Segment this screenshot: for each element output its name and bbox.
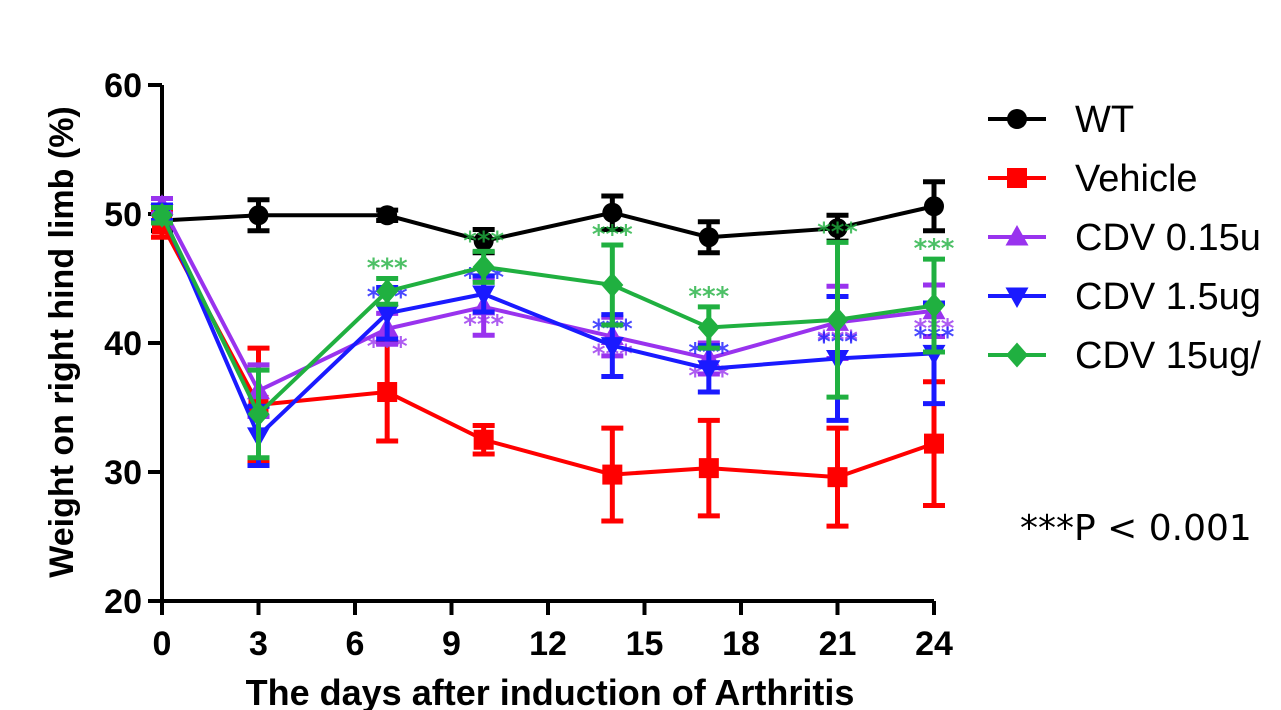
legend-item: WT — [988, 99, 1134, 141]
data-point — [1005, 225, 1029, 246]
significance-label: *** — [688, 282, 729, 312]
legend-item: CDV 0.15u — [988, 217, 1261, 259]
data-point — [924, 433, 944, 454]
data-point — [248, 205, 269, 226]
significance-label: *** — [914, 234, 955, 264]
data-point — [377, 205, 398, 226]
series-cdv-15ug-: *** *** *** *** *** *** — [151, 202, 955, 461]
data-point — [697, 315, 720, 341]
data-point — [602, 464, 623, 485]
x-tick-label: 0 — [153, 625, 172, 663]
data-point — [827, 218, 848, 239]
legend-item: Vehicle — [988, 158, 1198, 200]
data-point — [601, 272, 624, 298]
x-tick-label: 9 — [442, 625, 461, 663]
series-wt — [151, 179, 945, 256]
x-tick-label: 21 — [819, 625, 857, 663]
series-vehicle — [151, 208, 945, 529]
y-tick-label: 60 — [104, 67, 142, 105]
legend-label: CDV 0.15u — [1075, 217, 1261, 259]
data-point — [827, 467, 848, 488]
data-point — [473, 429, 494, 450]
legend-label: Vehicle — [1075, 158, 1198, 200]
y-tick-label: 20 — [104, 583, 142, 621]
data-point — [473, 231, 494, 252]
data-point — [826, 307, 849, 333]
data-point — [600, 337, 624, 358]
significance-label: *** — [367, 254, 408, 284]
data-point — [472, 254, 495, 280]
y-tick-label: 50 — [104, 196, 142, 234]
y-tick-label: 30 — [104, 454, 142, 492]
data-point — [602, 202, 623, 223]
significance-label: *** — [817, 217, 858, 247]
significance-note: ***P < 0.001 — [1020, 508, 1252, 549]
data-point — [1005, 287, 1029, 308]
data-point — [151, 202, 173, 228]
series-line — [161, 204, 935, 244]
legend-item: CDV 1.5ug — [988, 276, 1261, 318]
x-axis-label: The days after induction of Arthritis — [246, 672, 855, 710]
legend-label: WT — [1075, 99, 1134, 141]
series-line — [160, 223, 935, 480]
significance-label: *** — [463, 226, 504, 256]
legend: WT Vehicle CDV 0.15u CDV 1.5ug CDV 15ug/ — [988, 99, 1261, 377]
axes: 20 30 40 50 60 0 3 6 9 12 15 18 21 24 — [104, 67, 953, 663]
data-point — [924, 196, 944, 217]
legend-label: CDV 1.5ug — [1075, 276, 1261, 318]
x-tick-label: 3 — [249, 625, 268, 663]
data-point — [247, 401, 270, 427]
y-tick-label: 40 — [104, 325, 142, 363]
data-point — [377, 382, 398, 403]
x-tick-label: 6 — [346, 625, 365, 663]
series-layer: ****************************************… — [150, 179, 955, 529]
legend-label: CDV 15ug/ — [1075, 335, 1261, 377]
data-point — [698, 458, 719, 479]
significance-label: *** — [592, 220, 633, 250]
x-tick-label: 15 — [626, 625, 664, 663]
data-point — [697, 360, 721, 381]
y-axis-label: Weight on right hind limb (%) — [43, 106, 81, 578]
x-tick-label: 12 — [529, 625, 567, 663]
data-point — [1007, 168, 1027, 188]
data-point — [698, 227, 719, 248]
data-point — [1007, 109, 1027, 129]
x-tick-label: 24 — [915, 625, 953, 663]
data-point — [375, 304, 399, 326]
data-point — [1006, 342, 1028, 368]
data-point — [376, 278, 399, 304]
series-line — [160, 211, 935, 440]
data-point — [923, 293, 945, 319]
legend-item: CDV 15ug/ — [988, 335, 1261, 377]
significance-label: *** — [463, 310, 504, 340]
data-point — [472, 285, 496, 306]
x-tick-label: 18 — [722, 625, 760, 663]
series-line — [160, 214, 935, 418]
